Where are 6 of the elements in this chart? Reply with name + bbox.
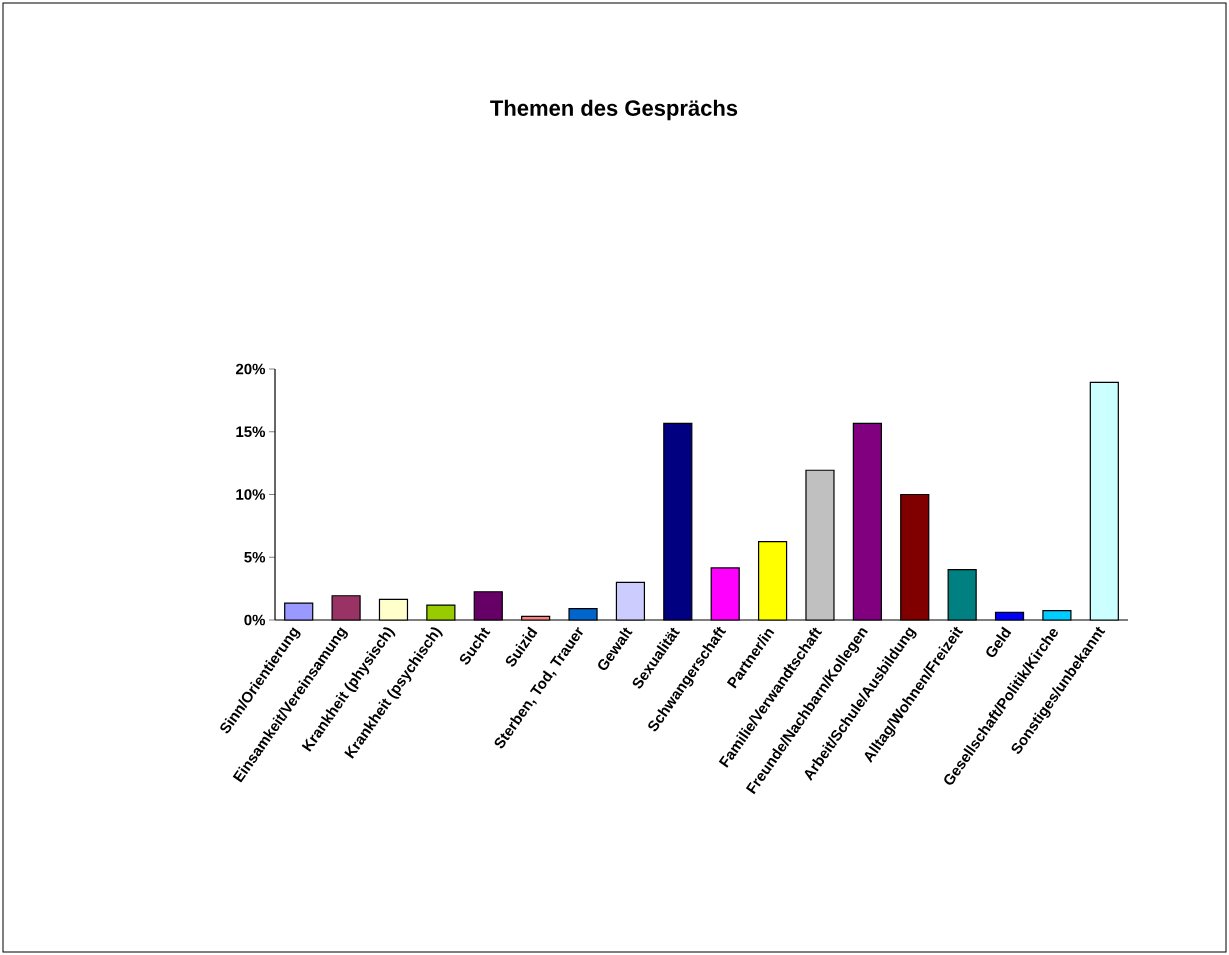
y-tick-label: 10%	[236, 489, 266, 500]
y-tick-label: 15%	[236, 426, 266, 438]
y-tick-label: 0%	[244, 614, 266, 626]
chart-title: Themen des Gesprächs	[490, 99, 738, 121]
y-tick-label: 20%	[235, 363, 266, 375]
y-tick-label: 5%	[244, 551, 266, 563]
